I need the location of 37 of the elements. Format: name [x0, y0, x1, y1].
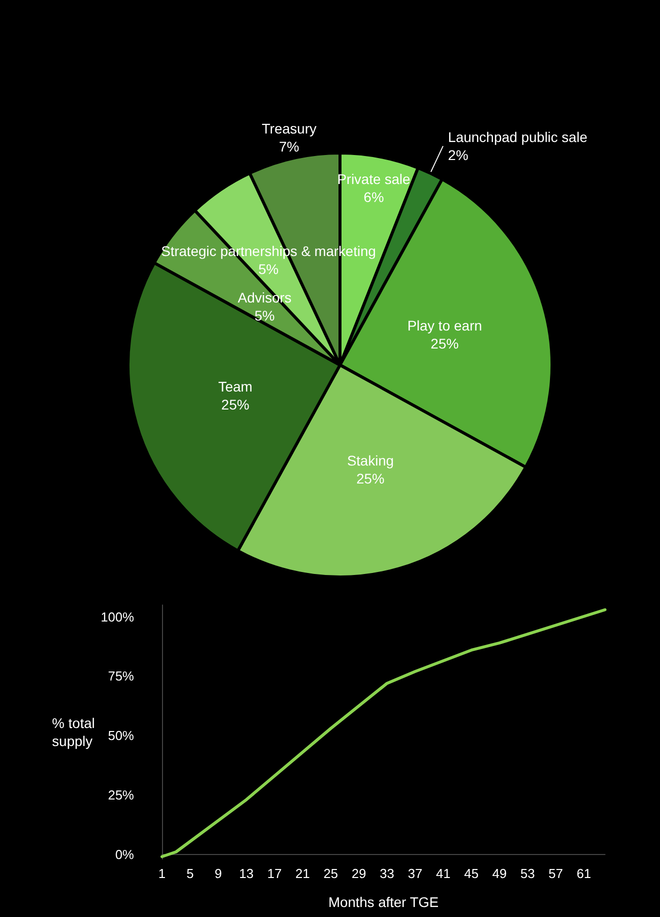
x-tick-label: 37	[408, 866, 422, 881]
x-tick-label: 49	[492, 866, 507, 881]
data-label: 25%	[221, 396, 250, 412]
y-tick-label: 25%	[108, 787, 134, 802]
slice-label: Play to earn	[407, 318, 482, 334]
x-tick-label: 33	[380, 866, 394, 881]
x-tick-label: 25	[324, 866, 338, 881]
x-tick-label: 53	[520, 866, 535, 881]
x-tick-label: 13	[239, 866, 254, 881]
x-tick-label: 5	[186, 866, 194, 881]
x-tick-label: 41	[436, 866, 451, 881]
data-label: 5%	[258, 260, 279, 277]
x-tick-label: 57	[548, 866, 564, 881]
x-tick-label: 1	[158, 866, 166, 881]
x-tick-label: 9	[214, 866, 222, 881]
x-tick-label: 29	[352, 866, 366, 881]
line-series	[160, 608, 606, 858]
data-label: 5%	[254, 308, 275, 324]
y-tick-label: 75%	[108, 668, 134, 684]
y-axis-title: % total supply	[52, 715, 95, 749]
slice-label: Team	[218, 378, 252, 394]
data-label: 25%	[356, 470, 384, 487]
x-tick-label: 17	[267, 866, 282, 881]
data-label: 6%	[364, 188, 384, 205]
data-label: 7%	[279, 138, 300, 154]
y-tick-label: 50%	[108, 728, 134, 744]
y-tick-label: 0%	[115, 846, 134, 862]
data-label: 25%	[430, 336, 459, 352]
slice-label: Launchpad public sale	[448, 129, 588, 146]
slice-label: Treasury	[262, 120, 316, 136]
x-tick-label: 21	[295, 866, 310, 881]
slice-label: Staking	[347, 452, 394, 469]
x-tick-label: 45	[464, 866, 479, 881]
data-label: 2%	[448, 147, 468, 164]
x-axis-title: Months after TGE	[328, 894, 439, 910]
y-tick-label: 100%	[100, 609, 134, 624]
x-tick-label: 61	[576, 866, 592, 881]
